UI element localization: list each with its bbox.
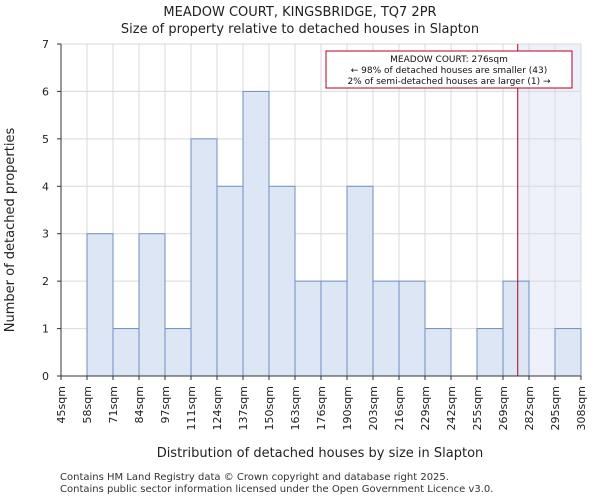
y-tick-label: 5 <box>42 133 49 146</box>
x-tick-label: 137sqm <box>237 386 250 430</box>
x-axis-label: Distribution of detached houses by size … <box>157 446 484 461</box>
bar <box>242 90 270 377</box>
y-tick-label: 4 <box>42 180 49 193</box>
x-tick-label: 71sqm <box>107 386 120 423</box>
x-tick-label: 295sqm <box>549 386 562 430</box>
x-tick-label: 84sqm <box>133 386 146 423</box>
y-tick-label: 1 <box>42 323 49 336</box>
bar <box>216 185 244 377</box>
x-tick-label: 97sqm <box>159 386 172 423</box>
x-tick-label: 45sqm <box>55 386 68 423</box>
annotation-box: MEADOW COURT: 276sqm ← 98% of detached h… <box>325 50 573 89</box>
bar <box>398 280 426 377</box>
bar <box>294 280 322 377</box>
footer-line-2: Contains public sector information licen… <box>60 484 494 495</box>
chart-subtitle: Size of property relative to detached ho… <box>121 22 479 37</box>
chart-title: MEADOW COURT, KINGSBRIDGE, TQ7 2PR <box>163 5 436 20</box>
bar <box>372 280 400 377</box>
x-tick-label: 216sqm <box>393 386 406 430</box>
annotation-line-3: 2% of semi-detached houses are larger (1… <box>347 77 551 87</box>
bar <box>502 280 530 377</box>
x-tick-label: 282sqm <box>523 386 536 430</box>
x-tick-label: 203sqm <box>367 386 380 430</box>
x-tick-label: 176sqm <box>315 386 328 430</box>
x-tick-label: 150sqm <box>263 386 276 430</box>
x-tick-label: 58sqm <box>81 386 94 423</box>
bar <box>268 185 296 377</box>
x-tick-label: 255sqm <box>471 386 484 430</box>
bar <box>554 328 582 377</box>
x-tick-label: 111sqm <box>185 386 198 430</box>
bar <box>112 328 140 377</box>
x-tick-label: 163sqm <box>289 386 302 430</box>
x-tick-label: 242sqm <box>445 386 458 430</box>
y-axis-label: Number of detached properties <box>3 128 18 333</box>
x-tick-label: 229sqm <box>419 386 432 430</box>
y-tick-label: 6 <box>42 85 49 98</box>
bar <box>190 138 218 377</box>
bar <box>424 328 452 377</box>
bar <box>346 185 374 377</box>
annotation-line-1: MEADOW COURT: 276sqm <box>390 55 508 65</box>
bar <box>476 328 504 377</box>
bar <box>86 233 114 377</box>
y-tick-label: 0 <box>42 370 49 383</box>
bar <box>164 328 192 377</box>
annotation-line-2: ← 98% of detached houses are smaller (43… <box>351 66 548 76</box>
x-tick-label: 190sqm <box>341 386 354 430</box>
y-tick-label: 2 <box>42 275 49 288</box>
x-tick-label: 269sqm <box>497 386 510 430</box>
bar <box>320 280 348 377</box>
y-tick-label: 3 <box>42 228 49 241</box>
footer-line-1: Contains HM Land Registry data © Crown c… <box>60 472 449 483</box>
y-tick-label: 7 <box>42 38 49 51</box>
bar <box>138 233 166 377</box>
x-tick-label: 124sqm <box>211 386 224 430</box>
x-tick-label: 308sqm <box>575 386 588 430</box>
